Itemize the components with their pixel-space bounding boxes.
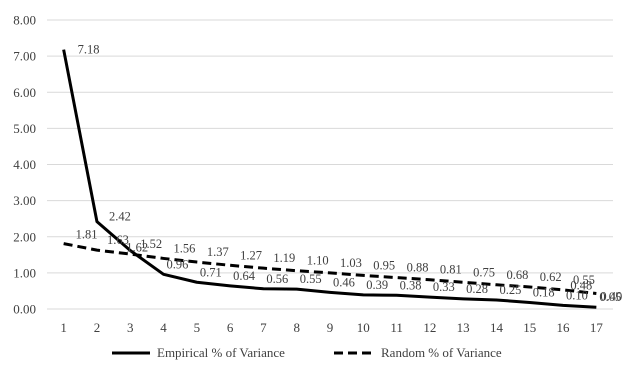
random-data-label: 0.68	[506, 268, 528, 282]
empirical-data-label: 0.25	[499, 283, 521, 297]
empirical-data-label: 0.38	[400, 278, 422, 292]
x-tick-label: 14	[490, 320, 504, 335]
random-data-label: 1.52	[140, 237, 162, 251]
x-tick-label: 11	[390, 320, 403, 335]
x-tick-label: 8	[293, 320, 300, 335]
x-tick-label: 1	[60, 320, 67, 335]
random-data-label: 1.81	[76, 228, 98, 242]
random-data-label: 0.81	[440, 263, 462, 277]
random-data-label: 1.10	[307, 254, 329, 268]
empirical-data-label: 0.56	[266, 272, 288, 286]
series-lines	[62, 49, 597, 309]
y-tick-label: 1.00	[13, 265, 36, 280]
empirical-data-label: 7.18	[78, 43, 100, 57]
empirical-data-label: 0.39	[366, 278, 388, 292]
random-data-label: 1.56	[174, 241, 196, 255]
y-tick-label: 3.00	[13, 193, 36, 208]
empirical-data-label: 0.46	[333, 275, 355, 289]
empirical-data-label: 0.10	[566, 288, 588, 302]
y-tick-label: 4.00	[13, 157, 36, 172]
x-tick-label: 6	[227, 320, 234, 335]
empirical-data-label: 0.28	[466, 282, 488, 296]
random-data-label: 1.03	[340, 256, 362, 270]
x-tick-label: 4	[160, 320, 167, 335]
x-tick-label: 3	[127, 320, 134, 335]
empirical-data-label: 2.42	[109, 210, 131, 224]
random-variance-line	[63, 242, 597, 295]
gridlines	[47, 19, 613, 310]
random-data-label: 1.37	[207, 245, 229, 259]
random-data-label: 0.55	[573, 273, 595, 287]
legend: Empirical % of Variance Random % of Varia…	[112, 345, 502, 360]
x-tick-label: 13	[457, 320, 470, 335]
empirical-data-label: 0.64	[233, 269, 256, 283]
x-tick-label: 10	[357, 320, 370, 335]
empirical-data-label: 0.33	[433, 280, 455, 294]
empirical-variance-line	[62, 49, 597, 309]
random-data-label: 0.75	[473, 265, 495, 279]
y-tick-label: 7.00	[13, 49, 36, 64]
x-tick-label: 9	[327, 320, 334, 335]
legend-label-random: Random % of Variance	[381, 345, 502, 360]
random-data-label: 0.48	[570, 278, 592, 292]
x-tick-label: 5	[194, 320, 201, 335]
random-data-label: 0.95	[373, 258, 395, 272]
y-tick-label: 2.00	[13, 229, 36, 244]
random-data-label: 1.63	[107, 233, 129, 247]
empirical-data-label: 0.96	[167, 257, 189, 271]
x-tick-label: 12	[423, 320, 436, 335]
random-data-label: 1.27	[240, 248, 262, 262]
x-tick-label: 7	[260, 320, 267, 335]
y-axis: 0.00 1.00 2.00 3.00 4.00 5.00 6.00 7.00 8.00	[13, 13, 36, 317]
empirical-data-label: 0.18	[533, 285, 555, 299]
y-tick-label: 0.00	[13, 302, 36, 317]
x-axis: 1 2 3 4 5 6 7 8 9 10 11 12 13 14 15 16 17	[60, 320, 603, 335]
y-tick-label: 6.00	[13, 85, 36, 100]
random-data-label: 0.88	[407, 261, 429, 275]
empirical-data-label: 1.62	[126, 240, 148, 254]
x-tick-label: 15	[523, 320, 536, 335]
data-labels: 7.18 2.42 1.62 0.96 0.71 0.64 0.56 0.55 0.46 0.39…	[76, 43, 623, 305]
x-tick-label: 16	[557, 320, 571, 335]
x-tick-label: 2	[94, 320, 101, 335]
empirical-data-label: 0.05	[599, 290, 621, 304]
legend-label-empirical: Empirical % of Variance	[157, 345, 285, 360]
random-end-label: 0.40	[600, 289, 622, 303]
x-tick-label: 17	[590, 320, 604, 335]
y-tick-label: 8.00	[13, 13, 36, 28]
empirical-data-label: 0.71	[200, 265, 222, 279]
random-data-label: 1.19	[273, 251, 295, 265]
y-tick-label: 5.00	[13, 121, 36, 136]
random-data-label: 0.62	[540, 270, 562, 284]
empirical-data-label: 0.55	[300, 272, 322, 286]
